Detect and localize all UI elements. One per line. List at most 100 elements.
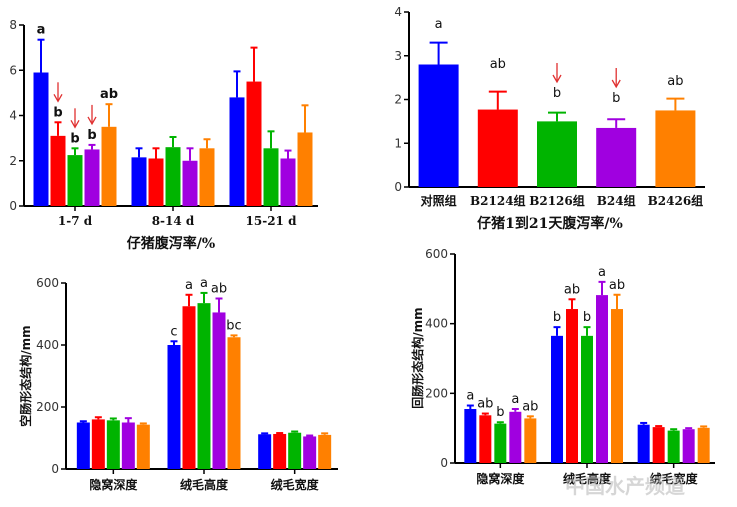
y-tick-label: 1 bbox=[394, 136, 402, 150]
significance-label: a bbox=[511, 392, 519, 407]
bar bbox=[212, 312, 226, 469]
annotation-arrow-head bbox=[53, 93, 63, 103]
bar bbox=[227, 337, 241, 469]
bar bbox=[273, 433, 287, 469]
bar bbox=[91, 419, 105, 469]
significance-label: c bbox=[170, 324, 177, 339]
bar bbox=[655, 110, 696, 187]
bar bbox=[33, 72, 49, 206]
bar bbox=[509, 411, 522, 463]
x-tick-label: B2124组 bbox=[470, 193, 526, 208]
significance-label: ab bbox=[477, 397, 493, 412]
y-tick-label: 200 bbox=[425, 386, 448, 400]
x-tick-label: B24组 bbox=[597, 193, 636, 208]
y-tick-label: 3 bbox=[394, 49, 402, 63]
bar bbox=[479, 415, 492, 463]
y-tick-label: 8 bbox=[9, 18, 17, 32]
y-tick-label: 2 bbox=[9, 154, 17, 168]
bar bbox=[667, 430, 680, 463]
significance-label: ab bbox=[667, 74, 683, 89]
significance-label: a bbox=[435, 17, 443, 32]
x-tick-label: 绒毛宽度 bbox=[271, 477, 320, 492]
x-tick-label: B2426组 bbox=[648, 193, 704, 208]
x-tick-label: 绒毛高度 bbox=[563, 471, 612, 486]
bar bbox=[101, 126, 117, 206]
bar bbox=[581, 335, 593, 463]
significance-label: ab bbox=[211, 282, 227, 297]
bar bbox=[551, 335, 563, 463]
bar bbox=[263, 148, 279, 206]
bar bbox=[182, 306, 196, 469]
bar bbox=[464, 409, 477, 463]
bar bbox=[637, 424, 650, 463]
bar bbox=[652, 427, 665, 463]
significance-label: ab bbox=[564, 282, 580, 297]
y-axis-label: 回肠形态结构/mm bbox=[410, 307, 425, 408]
bar bbox=[246, 81, 262, 206]
bar bbox=[67, 155, 83, 206]
annotation-arrow-head bbox=[611, 79, 621, 89]
significance-label: b bbox=[70, 131, 79, 146]
y-tick-label: 0 bbox=[394, 180, 402, 194]
y-tick-label: 400 bbox=[425, 317, 448, 331]
bar bbox=[197, 303, 211, 469]
y-tick-label: 600 bbox=[425, 247, 448, 261]
significance-label: b bbox=[612, 91, 620, 106]
annotation-arrow-head bbox=[70, 119, 80, 129]
x-axis-label: 仔猪1到21天腹泻率/% bbox=[477, 215, 623, 232]
bar bbox=[50, 135, 66, 206]
bar bbox=[524, 418, 537, 463]
bar bbox=[611, 309, 623, 463]
significance-label: a bbox=[598, 265, 606, 280]
y-tick-label: 600 bbox=[36, 276, 59, 290]
bar bbox=[167, 345, 181, 469]
bar bbox=[136, 424, 150, 469]
bar bbox=[182, 160, 198, 206]
x-tick-label: B2126组 bbox=[529, 193, 585, 208]
y-tick-label: 4 bbox=[9, 109, 17, 123]
bar bbox=[537, 121, 577, 187]
bar bbox=[297, 132, 313, 206]
significance-label: bc bbox=[226, 318, 241, 333]
bar bbox=[76, 422, 90, 469]
significance-label: ab bbox=[100, 87, 118, 102]
bar bbox=[131, 157, 147, 206]
bar bbox=[596, 295, 608, 463]
x-axis-label: 仔猪腹泻率/% bbox=[127, 235, 215, 252]
significance-label: b bbox=[87, 128, 96, 143]
significance-label: a bbox=[185, 278, 193, 293]
x-tick-label: 1-7 d bbox=[58, 214, 93, 228]
bar bbox=[596, 127, 637, 187]
bar bbox=[106, 420, 120, 469]
y-axis-label: 空肠形态结构/mm bbox=[18, 325, 33, 426]
x-tick-label: 绒毛宽度 bbox=[650, 471, 699, 486]
significance-label: a bbox=[200, 276, 208, 291]
y-tick-label: 6 bbox=[9, 63, 17, 77]
y-tick-label: 4 bbox=[394, 5, 402, 19]
x-tick-label: 对照组 bbox=[421, 193, 457, 208]
bar bbox=[84, 149, 100, 206]
significance-label: a bbox=[37, 23, 46, 38]
y-tick-label: 0 bbox=[9, 199, 17, 213]
bar bbox=[566, 309, 578, 463]
bar bbox=[165, 147, 181, 206]
bar bbox=[280, 158, 296, 206]
x-tick-label: 隐窝深度 bbox=[476, 471, 525, 486]
significance-label: ab bbox=[490, 57, 506, 72]
significance-label: b bbox=[553, 310, 561, 325]
x-tick-label: 绒毛高度 bbox=[180, 477, 229, 492]
bar bbox=[229, 97, 245, 206]
watermark-text: 中国水产频道 bbox=[565, 474, 685, 498]
significance-label: b bbox=[583, 310, 591, 325]
bar bbox=[318, 434, 332, 469]
x-tick-label: 8-14 d bbox=[152, 214, 195, 228]
chart-diarrhea-overall: 0 1 2 3 4 对照组 B2124组 B2126组 B24组 B2426组 a ab b b ab 仔猪1… bbox=[394, 5, 705, 232]
bar bbox=[121, 422, 135, 469]
bar bbox=[697, 427, 710, 463]
significance-label: b bbox=[53, 105, 62, 120]
y-tick-label: 200 bbox=[36, 400, 59, 414]
y-tick-label: 400 bbox=[36, 338, 59, 352]
